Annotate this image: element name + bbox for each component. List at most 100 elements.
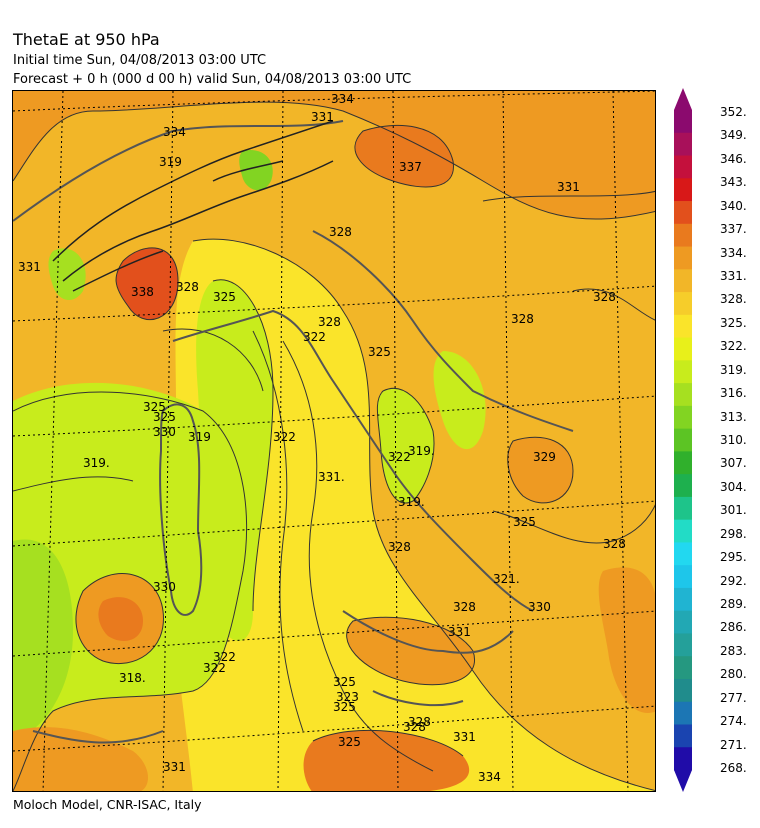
contour-value-label: 331 bbox=[311, 110, 334, 124]
field-balkan-orange bbox=[507, 437, 573, 503]
contour-value-label: 330 bbox=[153, 580, 176, 594]
contour-value-label: 325 bbox=[513, 515, 536, 529]
colorbar-segment bbox=[674, 132, 692, 157]
colorbar-segment bbox=[674, 246, 692, 270]
contour-value-label: 331 bbox=[557, 180, 580, 194]
colorbar-segment bbox=[674, 496, 692, 521]
colorbar-tick-label: 331. bbox=[720, 269, 747, 283]
colorbar-segment bbox=[674, 633, 692, 657]
colorbar-tick-label: 307. bbox=[720, 456, 747, 471]
contour-value-label: 319. bbox=[83, 456, 110, 470]
contour-value-label: 328 bbox=[318, 315, 341, 329]
contour-value-label: 330 bbox=[528, 600, 551, 614]
field-alps-green-2 bbox=[239, 150, 273, 191]
contour-value-label: 323 bbox=[336, 690, 359, 704]
colorbar-tick-label: 349. bbox=[720, 128, 747, 143]
colorbar-tick-label: 280. bbox=[720, 667, 747, 682]
map-title: ThetaE at 950 hPa bbox=[13, 30, 160, 49]
colorbar-segment bbox=[674, 747, 692, 771]
colorbar-tick-label: 313. bbox=[720, 409, 747, 424]
contour-value-label: 319. bbox=[398, 495, 425, 509]
colorbar-tick-label: 277. bbox=[720, 690, 747, 705]
coastlines bbox=[13, 120, 574, 744]
thetae-map: 334 331 334 337 331 319 328 331 338 328 325 322 325 3… bbox=[12, 90, 656, 792]
colorbar-tick-label: 322. bbox=[720, 339, 747, 354]
colorbar-tick-label: 352. bbox=[720, 105, 747, 119]
colorbar-tick-label: 298. bbox=[720, 526, 747, 541]
colorbar-segment bbox=[674, 201, 692, 225]
contour-value-label: 325 bbox=[143, 400, 166, 414]
contour-value-label: 318. bbox=[119, 671, 146, 685]
contour-value-label: 321. bbox=[493, 572, 520, 586]
contour-value-label: 331. bbox=[318, 470, 345, 484]
colorbar-segment bbox=[674, 269, 692, 293]
contour-value-label: 331 bbox=[453, 730, 476, 744]
field-central-yellow bbox=[170, 239, 655, 791]
colorbar-segment bbox=[674, 451, 692, 475]
colorbar-segment bbox=[674, 519, 692, 543]
contour-value-label: 334 bbox=[331, 92, 354, 106]
contour-value-label: 328 bbox=[603, 537, 626, 551]
colorbar-segment bbox=[674, 724, 692, 748]
colorbar-top-arrow bbox=[674, 88, 692, 110]
contour-value-label: 328 bbox=[403, 720, 426, 734]
colorbar-tick-label: 319. bbox=[720, 362, 747, 377]
colorbar-segment bbox=[674, 383, 692, 407]
field-far-west bbox=[13, 539, 73, 741]
field-calabria-orange bbox=[346, 617, 475, 685]
colorbar-segment bbox=[674, 678, 692, 703]
colorbar-tick-label: 310. bbox=[720, 433, 747, 447]
contour-value-label: 328 bbox=[511, 312, 534, 326]
contour-value-label: 319. bbox=[408, 444, 435, 458]
field-alps-east bbox=[354, 125, 454, 187]
field-west-core bbox=[98, 597, 143, 641]
contour-value-label: 325 bbox=[153, 410, 176, 424]
colorbar-tick-label: 289. bbox=[720, 597, 747, 611]
contour-value-label: 325 bbox=[338, 735, 361, 749]
colorbar-segment bbox=[674, 474, 692, 498]
field-adriatic-green bbox=[433, 351, 486, 450]
field-south-orange bbox=[303, 730, 469, 791]
colorbar-tick-label: 328. bbox=[720, 292, 747, 307]
contour-value-label: 325 bbox=[213, 290, 236, 304]
colorbar-tick-label: 268. bbox=[720, 761, 747, 775]
contour-value-label: 331 bbox=[18, 260, 41, 274]
colorbar-segment bbox=[674, 405, 692, 430]
colorbar-tick-label: 274. bbox=[720, 714, 747, 729]
colorbar-segment bbox=[674, 542, 692, 566]
contour-value-label: 331 bbox=[448, 625, 471, 639]
contour-value-label: 325 bbox=[333, 675, 356, 689]
contour-value-label: 325 bbox=[368, 345, 391, 359]
colorbar-segment bbox=[674, 428, 692, 452]
contour-value-label: 322 bbox=[203, 661, 226, 675]
colorbar-tick-label: 286. bbox=[720, 620, 747, 635]
colorbar-tick-label: 343. bbox=[720, 175, 747, 190]
field-tongue-green bbox=[196, 279, 273, 641]
colorbar-segment bbox=[674, 314, 692, 339]
colorbar-tick-label: 340. bbox=[720, 198, 747, 213]
contour-value-label: 319 bbox=[159, 155, 182, 169]
contour-value-label: 328 bbox=[388, 540, 411, 554]
colorbar-tick-label: 271. bbox=[720, 737, 747, 752]
initial-time-label: Initial time Sun, 04/08/2013 03:00 UTC bbox=[13, 53, 267, 68]
colorbar-tick-label: 304. bbox=[720, 479, 747, 494]
model-credit: Moloch Model, CNR-ISAC, Italy bbox=[13, 797, 202, 812]
field-po-valley bbox=[116, 247, 178, 320]
colorbar-bottom-arrow bbox=[674, 770, 692, 792]
colorbar-segment bbox=[674, 337, 692, 361]
colorbar-tick-label: 337. bbox=[720, 222, 747, 237]
contour-value-label: 334 bbox=[163, 125, 186, 139]
contour-value-label: 337 bbox=[399, 160, 422, 174]
colorbar-tick-label: 325. bbox=[720, 315, 747, 330]
contour-value-label: 322 bbox=[213, 650, 236, 664]
field-east-orange bbox=[598, 567, 655, 713]
contour-value-label: 338 bbox=[131, 285, 154, 299]
colorbar-segment bbox=[674, 178, 692, 202]
colorbar-segment bbox=[674, 292, 692, 316]
colorbar-segment bbox=[674, 701, 692, 725]
colorbar-segment bbox=[674, 565, 692, 589]
colorbar-tick-label: 301. bbox=[720, 503, 747, 518]
contour-value-label: 334 bbox=[478, 770, 501, 784]
contour-value-label: 322 bbox=[303, 330, 326, 344]
